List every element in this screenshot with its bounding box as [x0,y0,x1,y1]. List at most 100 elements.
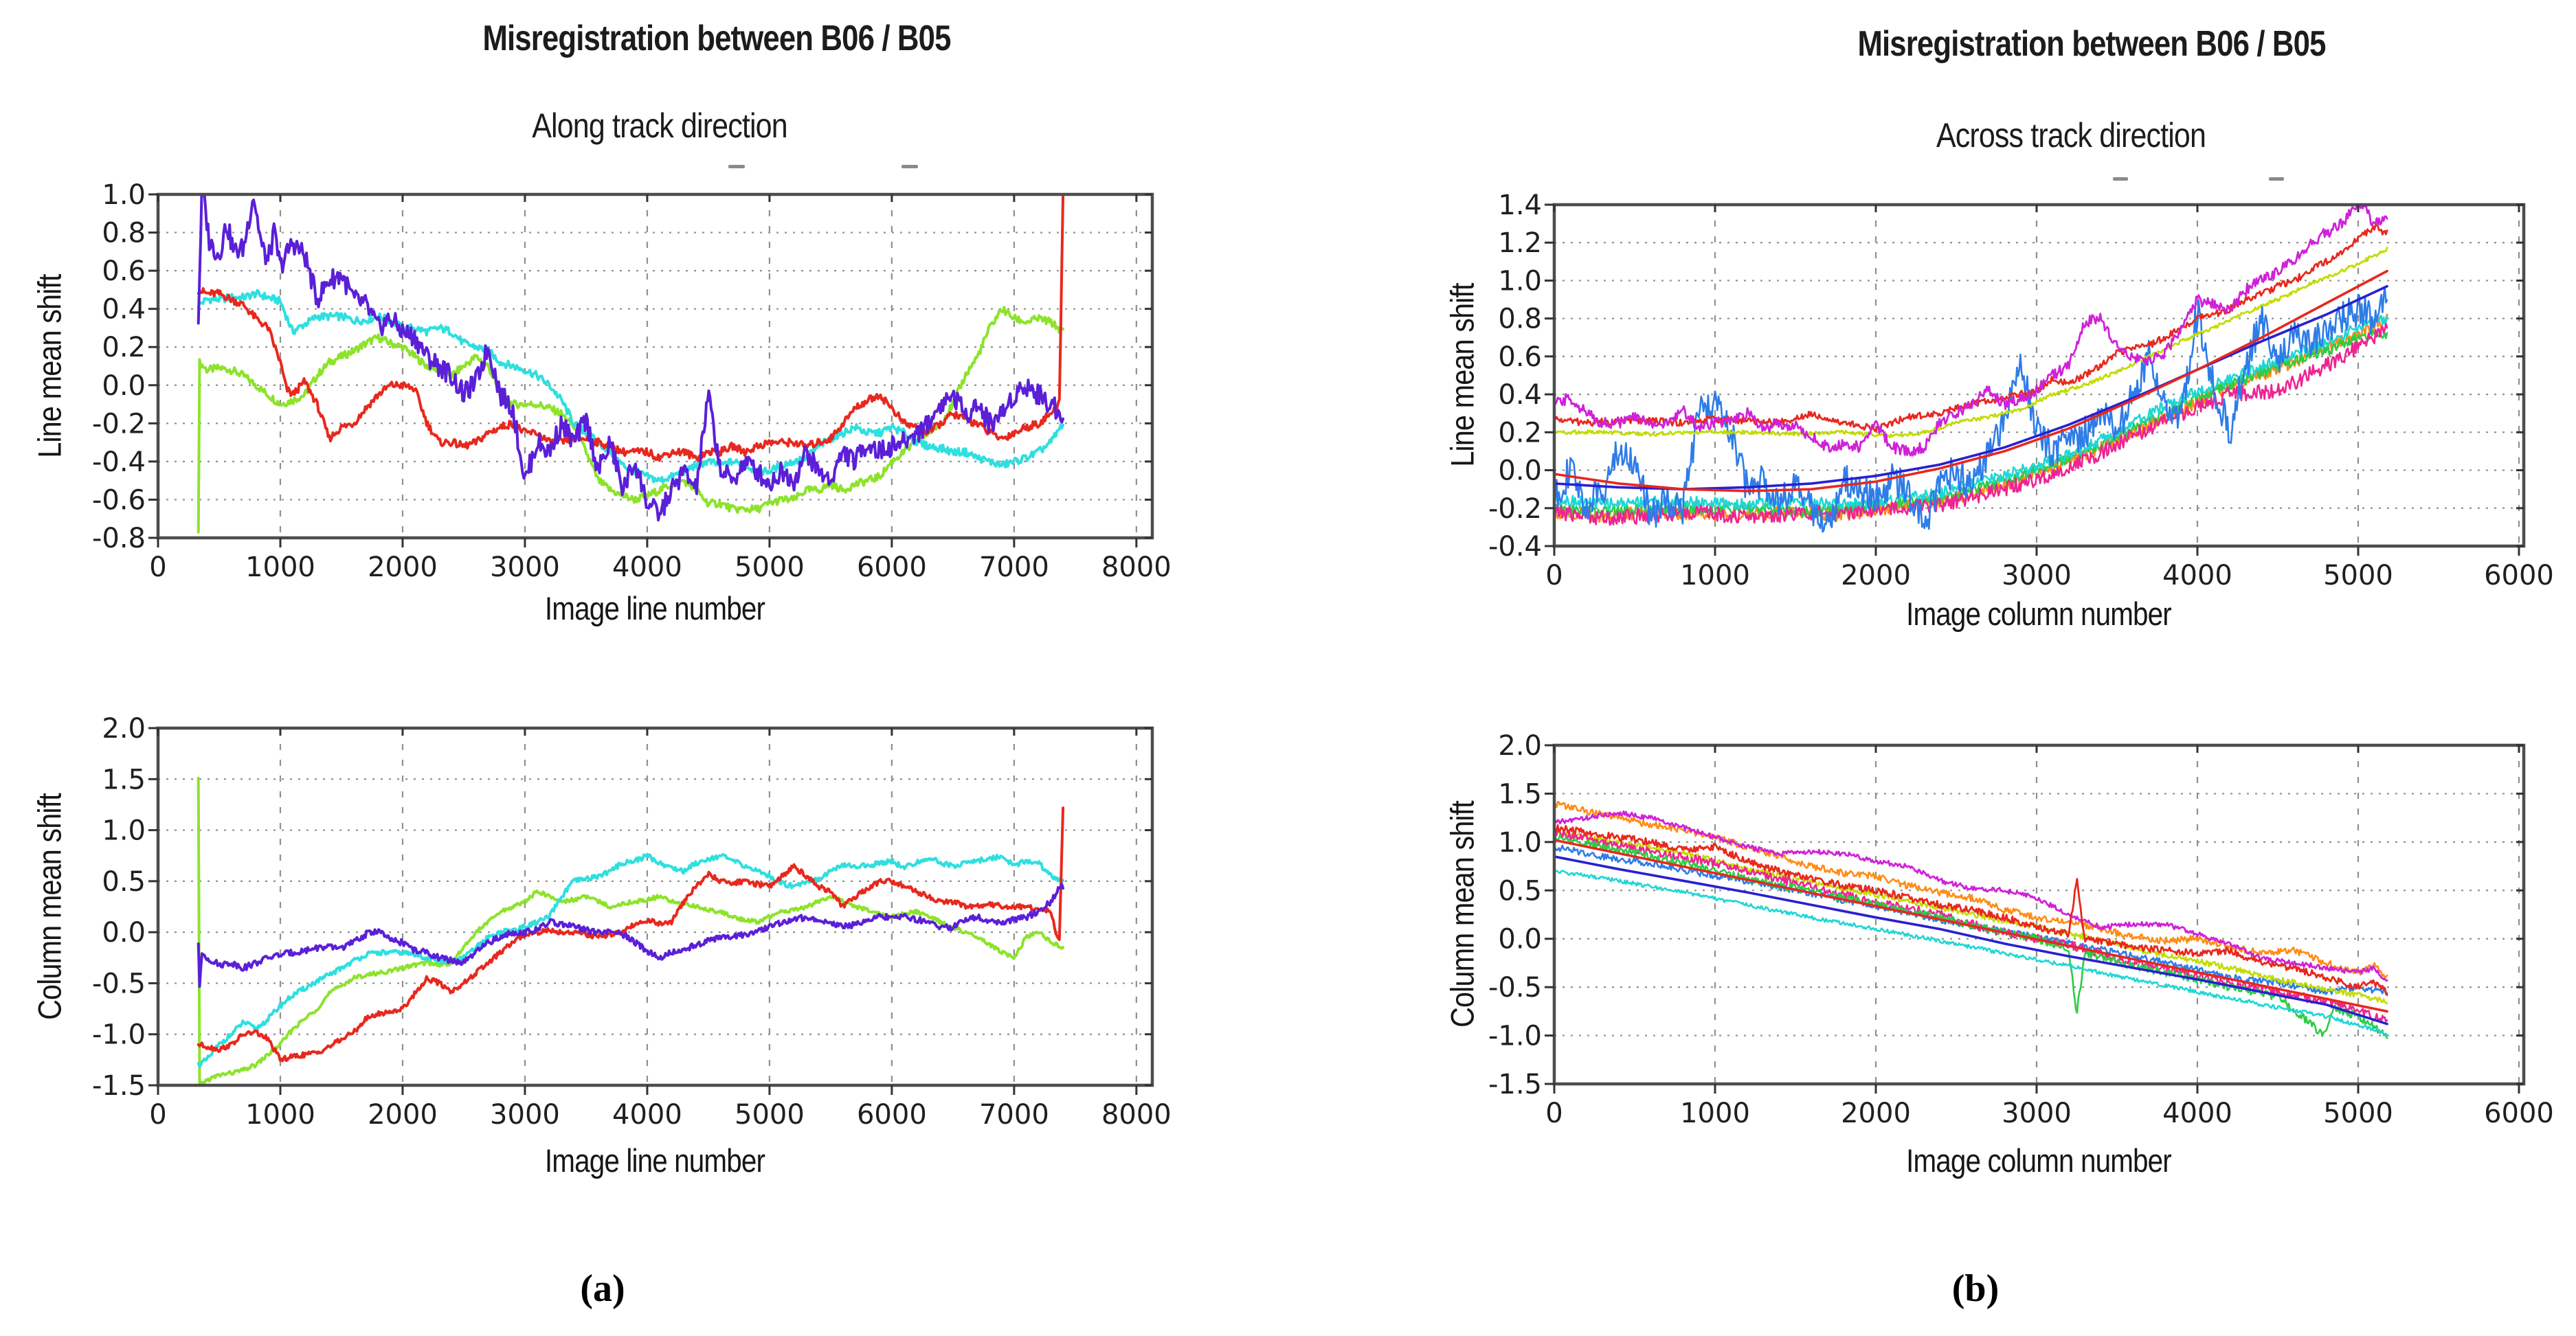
svg-text:-0.8: -0.8 [92,523,146,554]
svg-text:2000: 2000 [368,552,438,583]
svg-text:6000: 6000 [2484,560,2554,591]
svg-text:1000: 1000 [1680,560,1750,591]
series-band-red-noisy [1554,824,2388,996]
svg-text:1.0: 1.0 [1498,265,1542,297]
artifact-dash [728,165,745,168]
svg-text:1.2: 1.2 [1498,227,1542,259]
svg-text:0.8: 0.8 [1498,304,1542,335]
svg-text:2000: 2000 [368,1099,438,1131]
svg-text:0.0: 0.0 [1498,924,1542,955]
plot-b-column-shift-xlabel: Image column number [1906,1142,2172,1179]
svg-text:2.0: 2.0 [1498,730,1542,762]
series-band-blue-noisy [1554,286,2388,533]
plot-a-column-shift: 0 1000 2000 3000 4000 5000 6000 7000 8000 2.0 1.5 1… [92,713,1172,1131]
svg-text:-0.6: -0.6 [92,484,146,516]
svg-text:-0.5: -0.5 [1488,972,1542,1004]
svg-text:0.0: 0.0 [102,370,146,402]
plot-b-line-shift: 0 1000 2000 3000 4000 5000 6000 1.4 1.2 1.0 0.8 0.6… [1488,190,2554,591]
series-fit-red [1554,839,2388,1013]
svg-text:0: 0 [149,552,166,583]
svg-text:-1.0: -1.0 [1488,1021,1542,1052]
series-detector-purple [197,194,1065,522]
panel-a-title: Misregistration between B06 / B05 [482,19,951,58]
svg-text:-1.5: -1.5 [92,1070,146,1102]
series-fit-blue [1554,855,2388,1026]
svg-text:4000: 4000 [612,1099,682,1131]
artifact-dash [901,165,918,168]
svg-text:0.4: 0.4 [1498,379,1542,411]
svg-text:5000: 5000 [2323,1098,2393,1129]
svg-text:7000: 7000 [979,552,1049,583]
svg-text:1.0: 1.0 [1498,827,1542,859]
svg-text:1.0: 1.0 [102,815,146,847]
svg-text:8000: 8000 [1101,1099,1172,1131]
svg-text:7000: 7000 [979,1099,1049,1131]
series-band-green [1554,834,2388,1039]
svg-text:0.5: 0.5 [1498,875,1542,907]
plot-a-line-shift-ylabel: Line mean shift [31,274,68,458]
svg-text:0.8: 0.8 [102,218,146,249]
plot-b-column-shift: 0 1000 2000 3000 4000 5000 6000 2.0 1.5 1.0 0.5 0.0… [1488,730,2554,1129]
svg-text:2000: 2000 [1841,1098,1911,1129]
svg-text:0: 0 [149,1099,166,1131]
series-detector-red [197,806,1065,1063]
svg-text:4000: 4000 [2162,560,2232,591]
artifact-dash [2269,177,2284,181]
svg-text:-1.0: -1.0 [92,1019,146,1051]
svg-text:3000: 3000 [2002,560,2072,591]
svg-text:1.4: 1.4 [1498,190,1542,221]
svg-text:1000: 1000 [245,1099,315,1131]
series-band-magenta [1554,205,2388,457]
svg-text:3000: 3000 [490,552,560,583]
svg-text:8000: 8000 [1101,552,1172,583]
series-detector-purple [197,883,1065,988]
svg-text:5000: 5000 [735,552,805,583]
svg-text:0.2: 0.2 [1498,417,1542,449]
plot-b-line-shift-ylabel: Line mean shift [1444,283,1481,467]
series-band-chartreuse [1554,247,2388,439]
svg-text:-0.5: -0.5 [92,968,146,999]
svg-text:3000: 3000 [490,1099,560,1131]
plot-b-line-shift-xlabel: Image column number [1906,596,2172,632]
series-band-magenta [1554,810,2388,982]
plot-a-line-shift-xlabel: Image line number [544,590,765,626]
svg-text:6000: 6000 [2484,1098,2554,1129]
svg-text:0.0: 0.0 [102,917,146,949]
svg-text:6000: 6000 [857,1099,927,1131]
series-band-deep-pink [1554,322,2388,526]
svg-text:0.2: 0.2 [102,332,146,363]
series-detector-cyan [197,852,1065,1068]
svg-text:5000: 5000 [735,1099,805,1131]
series-detector-red [197,194,1065,462]
plot-a-column-shift-ylabel: Column mean shift [31,793,68,1020]
plot-a-column-shift-series [197,776,1065,1085]
panel-a-subtitle: Along track direction [532,106,787,145]
caption-b: (b) [1951,1267,2000,1310]
svg-text:-0.2: -0.2 [1488,493,1542,525]
series-detector-cyan [197,288,1065,484]
svg-text:0.5: 0.5 [102,866,146,898]
svg-text:1.0: 1.0 [102,179,146,211]
caption-a: (a) [580,1267,625,1310]
svg-text:1000: 1000 [245,552,315,583]
panel-b-subtitle: Across track direction [1936,116,2206,155]
svg-text:4000: 4000 [612,552,682,583]
svg-text:3000: 3000 [2002,1098,2072,1129]
svg-text:0.4: 0.4 [102,294,146,326]
plot-b-column-shift-ylabel: Column mean shift [1444,801,1481,1028]
svg-text:1.5: 1.5 [1498,778,1542,810]
plot-a-column-shift-xlabel: Image line number [544,1142,765,1179]
series-band-chartreuse [1554,828,2388,1005]
series-detector-yellow-green [197,776,1065,1085]
series-fit-red [1554,269,2388,492]
plot-b-column-shift-series [1554,801,2388,1039]
svg-text:6000: 6000 [857,552,927,583]
svg-text:-0.4: -0.4 [92,446,146,478]
svg-text:-0.4: -0.4 [1488,531,1542,563]
plot-a-line-shift-series [197,194,1065,534]
svg-text:-1.5: -1.5 [1488,1069,1542,1100]
svg-text:0: 0 [1545,1098,1563,1129]
svg-text:0: 0 [1545,560,1563,591]
